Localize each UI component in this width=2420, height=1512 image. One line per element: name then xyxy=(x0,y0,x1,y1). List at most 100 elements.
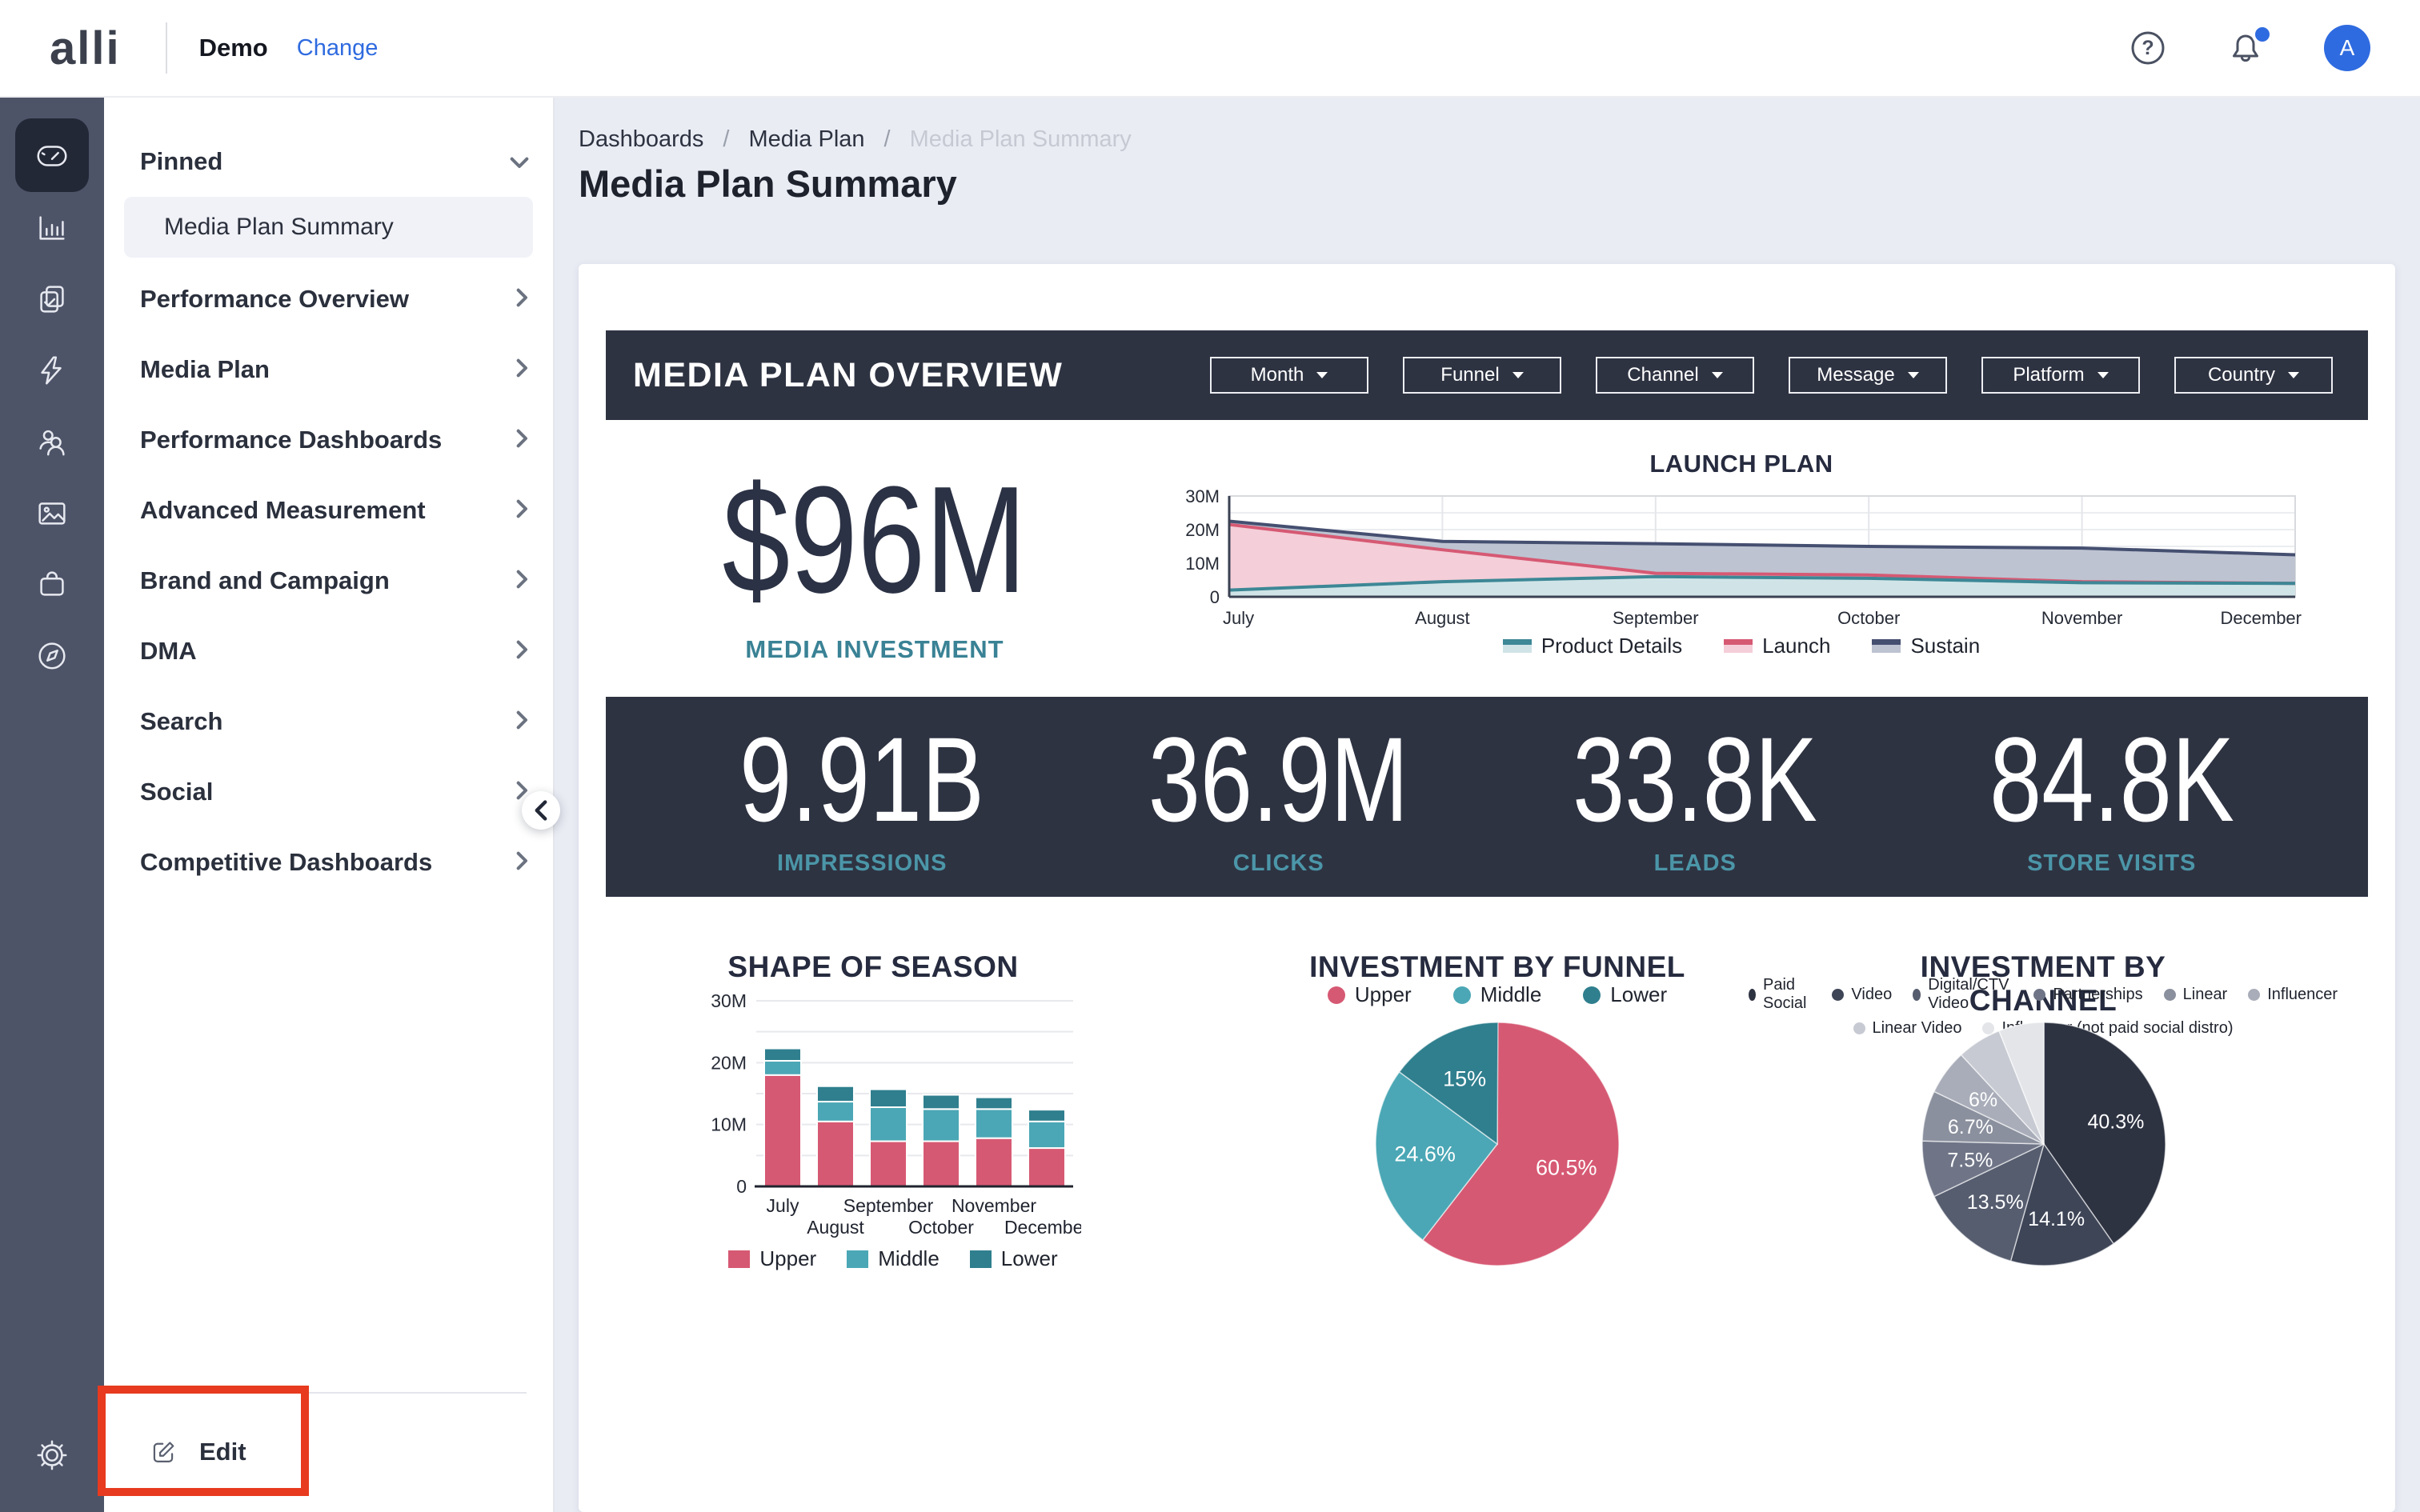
legend-dot xyxy=(1327,986,1345,1004)
legend-row: Paid Social Video Digital/CTV Video Partner… xyxy=(1748,976,2338,1013)
legend-dot xyxy=(1832,988,1845,1001)
notifications-button[interactable] xyxy=(2226,24,2273,67)
avatar[interactable]: A xyxy=(2324,25,2370,71)
stats-band: 9.91B IMPRESSIONS 36.9M CLICKS 33.8K LEADS 84.… xyxy=(606,697,2368,897)
sidebar-item-advanced-measurement[interactable]: Advanced Measurement xyxy=(104,475,553,546)
sidebar-item-label: Competitive Dashboards xyxy=(140,848,433,876)
filter-label: Channel xyxy=(1627,364,1699,386)
nav-automation[interactable] xyxy=(15,334,89,406)
investment-by-channel-title: INVESTMENT BY CHANNEL xyxy=(1920,950,2166,1017)
sidebar-item-search[interactable]: Search xyxy=(104,686,553,757)
lightning-bolt-icon xyxy=(41,355,62,385)
change-workspace-link[interactable]: Change xyxy=(296,34,379,61)
breadcrumb-item[interactable]: Media Plan xyxy=(748,126,865,152)
chevron-right-icon xyxy=(516,848,529,877)
caret-down-icon xyxy=(1907,372,1919,378)
stat-impressions: 9.91B IMPRESSIONS xyxy=(654,697,1071,897)
stat-store-visits: 84.8K STORE VISITS xyxy=(1904,697,2321,897)
kpi-label: MEDIA INVESTMENT xyxy=(745,635,1004,663)
legend-label: Video xyxy=(1851,985,1893,1003)
sidebar-item-media-plan-summary[interactable]: Media Plan Summary xyxy=(124,197,533,258)
stat-value: 33.8K xyxy=(1573,711,1818,846)
icon-rail xyxy=(0,98,104,1512)
nav-creative[interactable] xyxy=(15,477,89,548)
sidebar-item-media-plan[interactable]: Media Plan xyxy=(104,334,553,405)
legend-item: Middle xyxy=(1452,982,1542,1007)
sidebar-item-brand-and-campaign[interactable]: Brand and Campaign xyxy=(104,546,553,616)
caret-down-icon xyxy=(2288,372,2300,378)
nav-plans[interactable] xyxy=(15,263,89,334)
filter-platform[interactable]: Platform xyxy=(1981,357,2140,394)
sidebar-item-label: Performance Overview xyxy=(140,285,410,313)
pie-slice-video xyxy=(2009,1142,2115,1266)
help-icon: ? xyxy=(2131,31,2165,65)
legend-swatch xyxy=(1502,639,1532,653)
pie-slice-lower xyxy=(1398,1022,1499,1146)
sidebar-item-competitive-dashboards[interactable]: Competitive Dashboards xyxy=(104,827,553,898)
svg-text:October: October xyxy=(908,1217,974,1238)
pie-slice-paid-social xyxy=(2043,1022,2166,1245)
edit-label: Edit xyxy=(199,1438,246,1466)
legend-item: Partnerships xyxy=(2033,986,2143,1004)
legend-item: Lower xyxy=(1583,982,1667,1007)
filter-funnel[interactable]: Funnel xyxy=(1403,357,1561,394)
svg-text:10M: 10M xyxy=(1185,554,1220,574)
legend-dot xyxy=(2033,988,2046,1001)
sidebar-item-label: DMA xyxy=(140,637,197,665)
legend-dot xyxy=(1982,1022,1995,1034)
legend-label: Product Details xyxy=(1541,634,1683,658)
sidebar-item-performance-overview[interactable]: Performance Overview xyxy=(104,264,553,334)
nav-explore[interactable] xyxy=(15,619,89,690)
dashboard-gauge-icon xyxy=(37,146,67,166)
breadcrumb-item[interactable]: Dashboards xyxy=(579,126,704,152)
sidebar-items: Performance Overview Media Plan Performanc… xyxy=(104,264,553,898)
launch-plan-legend: Product Details Launch Sustain xyxy=(1165,634,2318,658)
legend-item: Paid Social xyxy=(1748,976,1811,1013)
stat-value: 36.9M xyxy=(1148,711,1409,846)
legend-label: Lower xyxy=(1610,982,1668,1006)
settings-button[interactable] xyxy=(34,1437,70,1478)
filter-channel[interactable]: Channel xyxy=(1596,357,1754,394)
svg-text:30M: 30M xyxy=(711,990,747,1011)
help-button[interactable]: ? xyxy=(2129,29,2167,67)
sidebar-item-social[interactable]: Social xyxy=(104,757,553,827)
legend-item: Middle xyxy=(847,1246,940,1271)
sidebar-section-pinned[interactable]: Pinned xyxy=(140,146,529,178)
sidebar-item-label: Advanced Measurement xyxy=(140,496,426,524)
legend-swatch xyxy=(728,1250,751,1268)
content: Dashboards / Media Plan / Media Plan Summary… xyxy=(555,98,2420,1512)
svg-text:October: October xyxy=(1837,608,1900,628)
funnel-pie-chart: 60.5% 24.6% 15% xyxy=(1375,1022,1620,1266)
svg-text:24.6%: 24.6% xyxy=(1394,1142,1456,1166)
filter-label: Message xyxy=(1817,364,1895,386)
bell-icon xyxy=(2233,34,2258,62)
stat-label: LEADS xyxy=(1653,850,1737,877)
edit-button[interactable]: Edit xyxy=(148,1437,246,1467)
filter-message[interactable]: Message xyxy=(1789,357,1947,394)
legend-label: Lower xyxy=(1000,1246,1058,1270)
svg-text:7.5%: 7.5% xyxy=(1947,1150,1993,1172)
sidebar-item-dma[interactable]: DMA xyxy=(104,616,553,686)
sidebar-item-performance-dashboards[interactable]: Performance Dashboards xyxy=(104,405,553,475)
svg-text:20M: 20M xyxy=(1185,520,1220,540)
svg-text:September: September xyxy=(843,1195,934,1216)
svg-text:6.7%: 6.7% xyxy=(1948,1116,1993,1138)
nav-shopping[interactable] xyxy=(15,548,89,619)
legend-label: Influencer xyxy=(2267,985,2338,1003)
legend-item: Upper xyxy=(1327,982,1412,1007)
nav-analytics[interactable] xyxy=(15,192,89,263)
filter-country[interactable]: Country xyxy=(2174,357,2333,394)
legend-label: Middle xyxy=(1480,982,1542,1006)
legend-dot xyxy=(1583,986,1601,1004)
legend-label: Launch xyxy=(1762,634,1831,658)
filter-month[interactable]: Month xyxy=(1210,357,1368,394)
chevron-right-icon xyxy=(516,496,529,525)
nav-dashboards[interactable] xyxy=(15,118,89,192)
app-logo: alli xyxy=(50,22,121,74)
legend-label: Paid Social xyxy=(1763,976,1807,1012)
sidebar-item-label: Media Plan xyxy=(140,355,270,383)
compass-icon xyxy=(38,642,66,670)
sidebar-collapse-button[interactable] xyxy=(522,791,560,830)
nav-audiences[interactable] xyxy=(15,406,89,477)
